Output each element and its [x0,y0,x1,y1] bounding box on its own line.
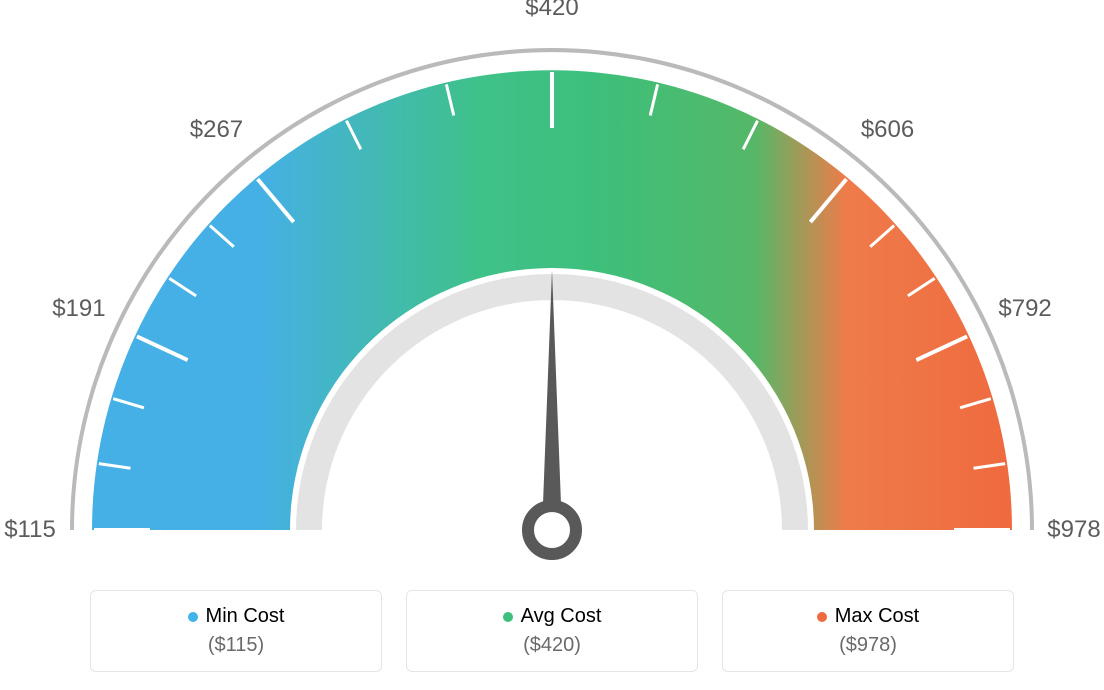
legend-row: Min Cost ($115) Avg Cost ($420) Max Cost… [0,590,1104,672]
tick-label: $420 [525,0,578,22]
legend-dot-avg [503,612,513,622]
legend-card-max: Max Cost ($978) [722,590,1014,672]
tick-label: $606 [861,116,914,144]
tick-label: $191 [52,295,105,323]
legend-title-avg: Avg Cost [407,605,697,628]
legend-title-min: Min Cost [91,605,381,628]
legend-label-avg: Avg Cost [521,605,602,628]
cost-gauge-chart: $115 $191 $267 $420 $606 $792 $978 Min Cost ($… [0,0,1104,690]
legend-value-max: ($978) [723,634,1013,657]
legend-card-min: Min Cost ($115) [90,590,382,672]
tick-label: $115 [4,516,56,544]
legend-label-max: Max Cost [835,605,919,628]
legend-dot-min [188,612,198,622]
legend-card-avg: Avg Cost ($420) [406,590,698,672]
gauge-area: $115 $191 $267 $420 $606 $792 $978 [0,0,1104,560]
tick-label: $267 [190,116,243,144]
legend-value-min: ($115) [91,634,381,657]
tick-label: $792 [998,295,1051,323]
legend-dot-max [817,612,827,622]
gauge-svg [0,0,1104,560]
legend-title-max: Max Cost [723,605,1013,628]
tick-label: $978 [1047,516,1100,544]
legend-value-avg: ($420) [407,634,697,657]
legend-label-min: Min Cost [206,605,285,628]
